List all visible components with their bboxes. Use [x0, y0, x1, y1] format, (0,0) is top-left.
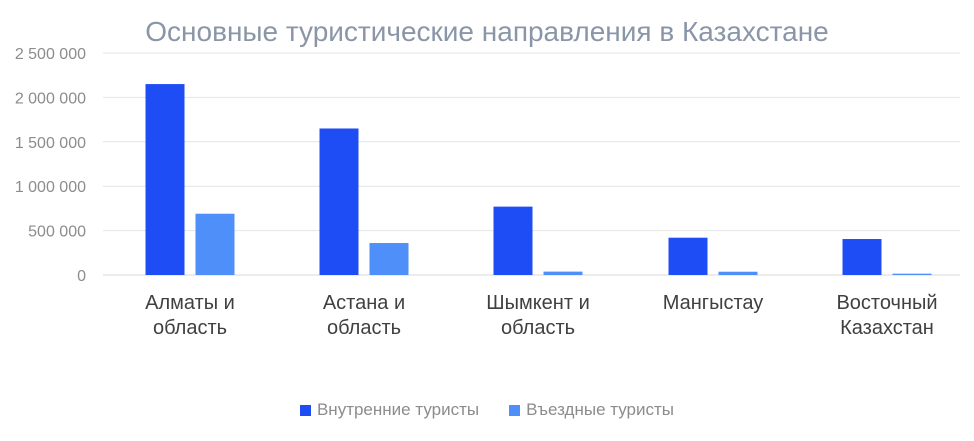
legend-label-inbound: Въездные туристы — [526, 400, 675, 419]
bar-domestic — [145, 84, 185, 275]
bar-inbound — [195, 213, 235, 275]
bar-domestic — [493, 206, 533, 275]
chart-legend: Внутренние туристы Въездные туристы — [0, 400, 974, 420]
legend-item-domestic: Внутренние туристы — [299, 400, 480, 420]
y-tick-label: 1 000 000 — [15, 179, 86, 196]
legend-item-inbound: Въездные туристы — [509, 400, 674, 420]
y-tick-label: 1 500 000 — [15, 135, 86, 152]
y-tick-label: 2 500 000 — [15, 46, 86, 63]
chart-title: Основные туристические направления в Каз… — [145, 16, 829, 47]
x-category-label: Астана и область — [323, 292, 405, 339]
legend-swatch-domestic — [299, 404, 311, 416]
bar-inbound — [892, 273, 932, 275]
bar-inbound — [543, 271, 583, 275]
y-tick-label: 0 — [77, 268, 86, 285]
bar-domestic — [842, 239, 882, 275]
x-category-label: Шымкент и область — [486, 292, 590, 339]
bar-inbound — [718, 271, 758, 275]
x-category-label: Мангыстау — [663, 292, 764, 314]
x-category-label: Восточный Казахстан — [836, 292, 937, 339]
bar-domestic — [668, 237, 708, 275]
y-tick-label: 500 000 — [28, 224, 86, 241]
y-tick-label: 2 000 000 — [15, 90, 86, 107]
bar-inbound — [369, 243, 409, 275]
legend-label-domestic: Внутренние туристы — [316, 400, 480, 419]
bar-domestic — [319, 128, 359, 275]
legend-swatch-inbound — [509, 404, 521, 416]
x-category-label: Алматы и область — [145, 292, 235, 339]
